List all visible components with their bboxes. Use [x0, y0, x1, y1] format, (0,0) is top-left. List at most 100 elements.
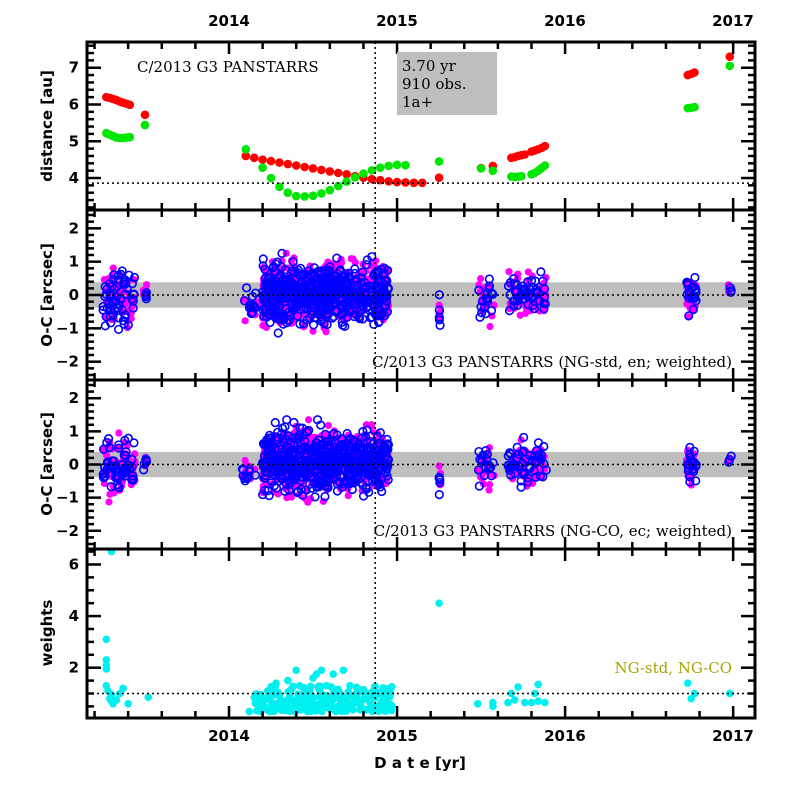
- y-tick-label: 5: [69, 132, 79, 150]
- dec-residual-point: [296, 476, 306, 486]
- weight-point: [725, 689, 734, 698]
- dec-residual-point: [689, 457, 699, 468]
- dec-residual-point: [337, 317, 347, 327]
- dec-residual-point: [322, 319, 332, 330]
- delta-point: [125, 132, 135, 142]
- dec-residual-point: [688, 304, 698, 315]
- weight-point: [329, 670, 337, 678]
- dec-residual-point: [262, 279, 272, 289]
- weight-point: [507, 689, 516, 698]
- weight-point: [489, 698, 497, 707]
- dec-residual-point: [344, 268, 354, 278]
- dec-residual-point: [273, 288, 283, 298]
- weight-point: [359, 685, 368, 694]
- weight-point: [435, 599, 443, 607]
- rh-point: [125, 100, 135, 110]
- info-arc-length: 3.70 yr: [402, 57, 457, 75]
- dec-residual-point: [331, 287, 341, 297]
- ra-residual-point: [304, 498, 312, 506]
- dec-residual-point: [349, 456, 359, 466]
- delta-point: [317, 189, 326, 198]
- dec-residual-point: [280, 486, 290, 496]
- dec-residual-point: [383, 475, 393, 485]
- ra-residual-point: [304, 416, 313, 424]
- dec-residual-point: [343, 272, 354, 282]
- dec-residual-point: [311, 444, 321, 455]
- dec-residual-point: [270, 313, 280, 323]
- dec-residual-point: [272, 257, 282, 267]
- y-tick-label: 1: [69, 422, 79, 440]
- dec-residual-point: [118, 469, 128, 479]
- dec-residual-point: [337, 302, 347, 312]
- weight-point: [510, 696, 519, 704]
- dec-residual-point: [288, 257, 298, 267]
- dec-residual-point: [435, 477, 445, 488]
- dec-residual-point: [434, 305, 445, 315]
- dec-residual-point: [355, 313, 365, 324]
- dec-residual-point: [376, 450, 386, 460]
- dec-residual-point: [517, 281, 528, 291]
- weight-point: [258, 697, 267, 706]
- rh-point: [520, 150, 530, 159]
- weight-point: [376, 700, 385, 708]
- weight-point: [295, 694, 304, 702]
- dec-residual-point: [280, 451, 290, 461]
- dec-residual-point: [513, 461, 524, 471]
- dec-residual-point: [129, 438, 139, 448]
- dec-residual-point: [128, 474, 139, 484]
- dec-residual-point: [280, 422, 290, 432]
- ra-residual-point: [486, 322, 494, 331]
- dec-residual-point: [347, 484, 357, 495]
- ra-residual-point: [485, 486, 493, 494]
- dec-residual-point: [481, 309, 491, 319]
- dec-residual-point: [282, 318, 292, 328]
- y-tick-label: 4: [69, 607, 79, 625]
- rh-point: [300, 162, 309, 172]
- dec-residual-point: [474, 285, 484, 295]
- dec-residual-point: [332, 430, 342, 440]
- dec-residual-point: [262, 443, 272, 453]
- dec-residual-point: [294, 285, 304, 296]
- y-tick-label: 2: [69, 659, 79, 677]
- ra-residual-point: [490, 472, 498, 480]
- delta-point: [690, 102, 699, 112]
- rh-point: [266, 156, 276, 166]
- y-axis-title-weights: weights: [38, 600, 56, 667]
- ra-residual-point: [505, 268, 513, 276]
- y-tick-label: −1: [56, 319, 79, 337]
- dec-residual-point: [265, 452, 275, 462]
- dec-residual-point: [302, 315, 312, 325]
- weight-point: [289, 682, 297, 691]
- dec-residual-point: [105, 311, 115, 321]
- weight-point: [534, 680, 543, 689]
- info-obs-count: 910 obs.: [402, 75, 467, 93]
- rh-point: [249, 153, 259, 163]
- ra-residual-point: [319, 497, 327, 505]
- weight-point: [315, 682, 323, 690]
- dec-residual-point: [323, 441, 333, 451]
- y-tick-label: 1: [69, 253, 79, 271]
- dec-residual-point: [506, 470, 516, 480]
- dec-residual-point: [516, 290, 526, 300]
- dec-residual-point: [266, 433, 276, 443]
- dec-residual-point: [297, 270, 307, 281]
- delta-point: [434, 157, 444, 166]
- dec-residual-point: [531, 446, 542, 456]
- panel-frames: [85, 40, 757, 720]
- dec-residual-point: [98, 472, 109, 482]
- x-axis-title: D a t e [yr]: [374, 754, 466, 772]
- weight-point: [144, 693, 153, 702]
- rh-point: [275, 158, 284, 167]
- dec-residual-point: [247, 291, 258, 302]
- delta-point: [384, 161, 393, 171]
- delta-point: [725, 61, 735, 71]
- panel2-model-label: C/2013 G3 PANSTARRS (NG-std, en; weighte…: [372, 353, 732, 371]
- info-quality-class: 1a+: [402, 93, 433, 111]
- weight-point: [374, 707, 383, 716]
- axis-ticks: [87, 42, 755, 718]
- rh-point: [690, 68, 699, 77]
- dec-residual-point: [726, 287, 736, 297]
- weight-point: [387, 706, 396, 715]
- dec-residual-point: [362, 259, 372, 270]
- rh-point: [283, 159, 293, 169]
